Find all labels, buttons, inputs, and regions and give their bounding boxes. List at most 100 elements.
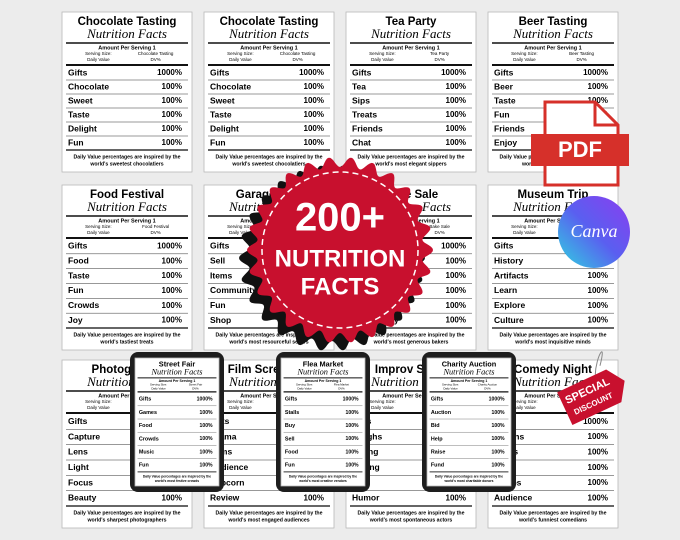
row-label: Help: [431, 436, 443, 442]
card-body: [61, 11, 193, 173]
row-label: Gifts: [210, 67, 230, 77]
dv-label: DV%: [484, 386, 491, 390]
daily-label: Daily Value: [513, 57, 536, 62]
row-value: 100%: [162, 96, 182, 105]
row-label: Shop: [210, 315, 231, 325]
daily-label: Daily Value: [371, 405, 394, 410]
row-value: 100%: [304, 96, 324, 105]
card-footer: Daily Value percentages are inspired by …: [216, 332, 323, 338]
badge-number: 200+: [295, 196, 385, 240]
row-value: 100%: [588, 463, 608, 472]
row-value: 100%: [162, 110, 182, 119]
row-label: Learn: [494, 285, 517, 295]
card-footer: Daily Value percentages are inspired by …: [358, 510, 465, 516]
row-label: Light: [68, 462, 89, 472]
row-value: 100%: [588, 82, 608, 91]
row-value: 100%: [446, 271, 466, 280]
card-footer: world's most generous bakers: [373, 339, 449, 345]
row-value: 100%: [200, 423, 214, 429]
row-value: 100%: [446, 301, 466, 310]
card-subtitle: Nutrition Facts: [228, 26, 309, 41]
row-label: Friends: [494, 123, 525, 133]
row-value: 100%: [200, 449, 214, 455]
row-label: Fun: [210, 137, 226, 147]
serving-amount: Amount Per Serving 1: [305, 379, 342, 383]
card-footer: Daily Value percentages are inspired by …: [358, 154, 465, 160]
row-value: 100%: [304, 110, 324, 119]
serving-value: Beer Tasting: [569, 51, 594, 56]
row-label: Taste: [494, 95, 516, 105]
card-footer: Daily Value percentages are inspired by …: [143, 474, 211, 478]
card-footer: world's most creative vendors: [298, 479, 347, 483]
row-value: 100%: [446, 286, 466, 295]
tag-body: [557, 369, 625, 425]
row-value: 100%: [588, 432, 608, 441]
serving-amount: Amount Per Serving 1: [159, 379, 196, 383]
row-value: 100%: [492, 436, 506, 442]
row-value: 100%: [162, 138, 182, 147]
row-label: Gifts: [68, 67, 88, 77]
daily-label: Daily Value: [513, 230, 536, 235]
row-value: 100%: [492, 410, 506, 416]
row-value: 100%: [304, 124, 324, 133]
daily-label: Daily Value: [229, 405, 252, 410]
row-value: 100%: [346, 463, 360, 469]
row-label: Stalls: [285, 410, 300, 416]
card-title: Tea Party: [386, 16, 438, 28]
card-footer: world's most elegant sippers: [374, 161, 446, 167]
row-label: Chat: [352, 137, 371, 147]
row-label: Culture: [494, 315, 524, 325]
row-label: Games: [139, 410, 157, 416]
card-title: Charity Auction: [442, 359, 497, 368]
row-label: Gifts: [68, 416, 88, 426]
canva-label: Canva: [571, 221, 618, 241]
row-value: 1000%: [157, 68, 182, 77]
row-value: 100%: [304, 138, 324, 147]
dv-label: DV%: [192, 386, 199, 390]
row-value: 1000%: [583, 417, 608, 426]
card-footer: world's most spontaneous actors: [369, 517, 453, 523]
serving-label: Serving Size:: [511, 224, 538, 229]
row-value: 100%: [346, 449, 360, 455]
badge-line: NUTRITION: [275, 245, 406, 272]
row-value: 100%: [162, 124, 182, 133]
row-value: 100%: [200, 410, 214, 416]
serving-value: Charity Auction: [478, 383, 498, 387]
daily-label: Daily Value: [229, 57, 252, 62]
row-value: 100%: [162, 82, 182, 91]
row-label: Sips: [352, 95, 370, 105]
card-body: [61, 184, 193, 351]
row-value: 1000%: [441, 68, 466, 77]
row-label: Fun: [285, 463, 295, 469]
serving-amount: Amount Per Serving 1: [524, 218, 581, 224]
card-subtitle: Nutrition Facts: [442, 368, 494, 377]
card-footer: Daily Value percentages are inspired by …: [74, 510, 181, 516]
pdf-fold: [593, 102, 618, 127]
row-label: Beer: [494, 81, 514, 91]
row-label: Fun: [210, 300, 226, 310]
serving-amount: Amount Per Serving 1: [382, 45, 439, 51]
row-value: 100%: [492, 463, 506, 469]
serving-value: Flea Market: [334, 383, 349, 387]
row-label: Focus: [68, 477, 93, 487]
serving-label: Serving Size:: [511, 399, 538, 404]
row-value: 100%: [446, 138, 466, 147]
row-value: 1000%: [157, 242, 182, 251]
row-label: Humor: [352, 493, 380, 503]
serving-label: Serving Size:: [85, 51, 112, 56]
serving-label: Serving Size:: [369, 399, 396, 404]
row-label: Fun: [139, 463, 149, 469]
row-label: Chocolate: [68, 81, 109, 91]
row-label: Fun: [494, 109, 510, 119]
row-label: Taste: [210, 109, 232, 119]
row-label: Sell: [285, 436, 295, 442]
card-subtitle: Nutrition Facts: [296, 368, 348, 377]
row-value: 100%: [588, 316, 608, 325]
daily-label: Daily Value: [87, 230, 110, 235]
serving-amount: Amount Per Serving 1: [240, 393, 297, 399]
row-label: Gifts: [352, 67, 372, 77]
row-value: 100%: [446, 256, 466, 265]
card-footer: Daily Value percentages are inspired by …: [289, 474, 357, 478]
